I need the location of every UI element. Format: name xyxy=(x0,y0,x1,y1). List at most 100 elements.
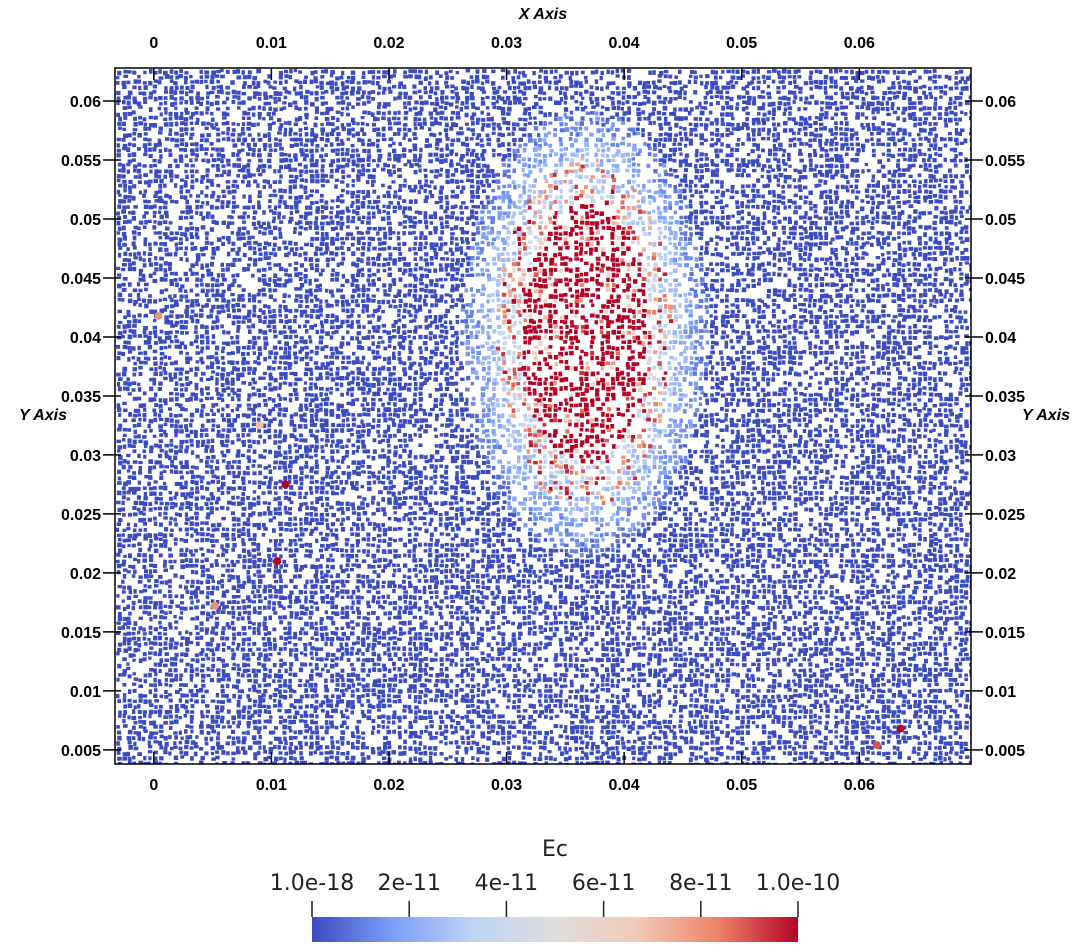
particle xyxy=(927,158,931,162)
particle xyxy=(870,195,875,201)
particle xyxy=(735,190,739,194)
particle xyxy=(481,284,485,289)
particle xyxy=(256,268,261,273)
particle xyxy=(964,225,969,230)
particle xyxy=(506,214,510,219)
particle xyxy=(294,79,299,83)
particle xyxy=(902,189,907,194)
particle xyxy=(953,174,959,179)
particle xyxy=(502,225,506,230)
particle xyxy=(158,247,163,252)
particle xyxy=(190,263,195,268)
particle xyxy=(870,69,875,74)
particle xyxy=(710,190,715,194)
particle xyxy=(834,247,838,252)
particle xyxy=(803,117,808,122)
particle xyxy=(314,267,319,273)
particle xyxy=(257,148,261,153)
particle xyxy=(377,237,382,241)
particle xyxy=(684,153,690,158)
particle xyxy=(511,80,517,84)
particle xyxy=(174,116,179,120)
particle xyxy=(773,127,777,132)
particle xyxy=(152,214,157,218)
particle xyxy=(892,95,897,100)
particle xyxy=(860,123,864,128)
particle xyxy=(445,153,449,158)
particle xyxy=(542,278,547,283)
particle xyxy=(773,252,777,258)
particle xyxy=(704,183,710,189)
particle xyxy=(734,148,740,152)
particle xyxy=(882,188,887,194)
particle xyxy=(522,173,527,177)
particle xyxy=(714,80,718,86)
particle xyxy=(673,236,678,241)
particle xyxy=(143,137,148,142)
particle xyxy=(168,221,173,225)
particle xyxy=(159,112,163,117)
particle xyxy=(221,122,227,126)
particle xyxy=(164,193,169,198)
particle xyxy=(710,205,715,210)
particle xyxy=(501,190,506,195)
particle xyxy=(662,158,667,164)
particle xyxy=(543,189,547,194)
particle xyxy=(206,158,211,164)
particle xyxy=(320,91,325,95)
particle xyxy=(553,133,557,138)
particle xyxy=(575,106,580,111)
particle xyxy=(942,251,947,255)
particle xyxy=(720,112,725,117)
particle xyxy=(673,107,677,112)
particle xyxy=(876,205,880,209)
particle xyxy=(620,200,625,205)
particle xyxy=(564,282,570,287)
particle xyxy=(887,199,891,204)
particle xyxy=(907,240,912,245)
particle xyxy=(746,220,751,225)
particle xyxy=(475,174,481,179)
particle xyxy=(518,127,523,131)
particle xyxy=(471,79,475,84)
particle xyxy=(918,184,922,190)
particle xyxy=(190,84,195,90)
particle xyxy=(148,91,154,96)
particle xyxy=(522,102,526,106)
particle xyxy=(470,194,475,199)
particle xyxy=(237,168,242,173)
particle xyxy=(147,200,151,204)
particle xyxy=(747,95,752,101)
particle xyxy=(266,179,270,185)
particle xyxy=(169,237,174,242)
particle xyxy=(303,227,308,231)
particle xyxy=(169,231,174,236)
particle xyxy=(397,153,402,159)
particle xyxy=(830,247,834,252)
particle xyxy=(205,168,210,173)
particle xyxy=(787,106,793,111)
particle xyxy=(568,137,573,141)
particle xyxy=(511,180,516,185)
particle xyxy=(902,131,907,136)
particle xyxy=(464,164,469,169)
particle xyxy=(953,117,958,122)
particle xyxy=(345,206,350,211)
particle xyxy=(922,90,927,95)
particle xyxy=(492,153,496,158)
particle xyxy=(158,131,163,135)
particle xyxy=(283,157,288,163)
particle xyxy=(235,251,240,256)
particle xyxy=(659,231,663,235)
particle xyxy=(320,225,325,231)
particle xyxy=(152,89,157,94)
particle xyxy=(667,86,672,90)
particle xyxy=(370,205,376,210)
particle xyxy=(817,216,823,220)
particle xyxy=(939,210,945,215)
particle xyxy=(912,219,917,224)
particle xyxy=(949,271,954,276)
particle xyxy=(423,215,428,220)
particle xyxy=(866,231,872,235)
particle xyxy=(710,252,716,257)
